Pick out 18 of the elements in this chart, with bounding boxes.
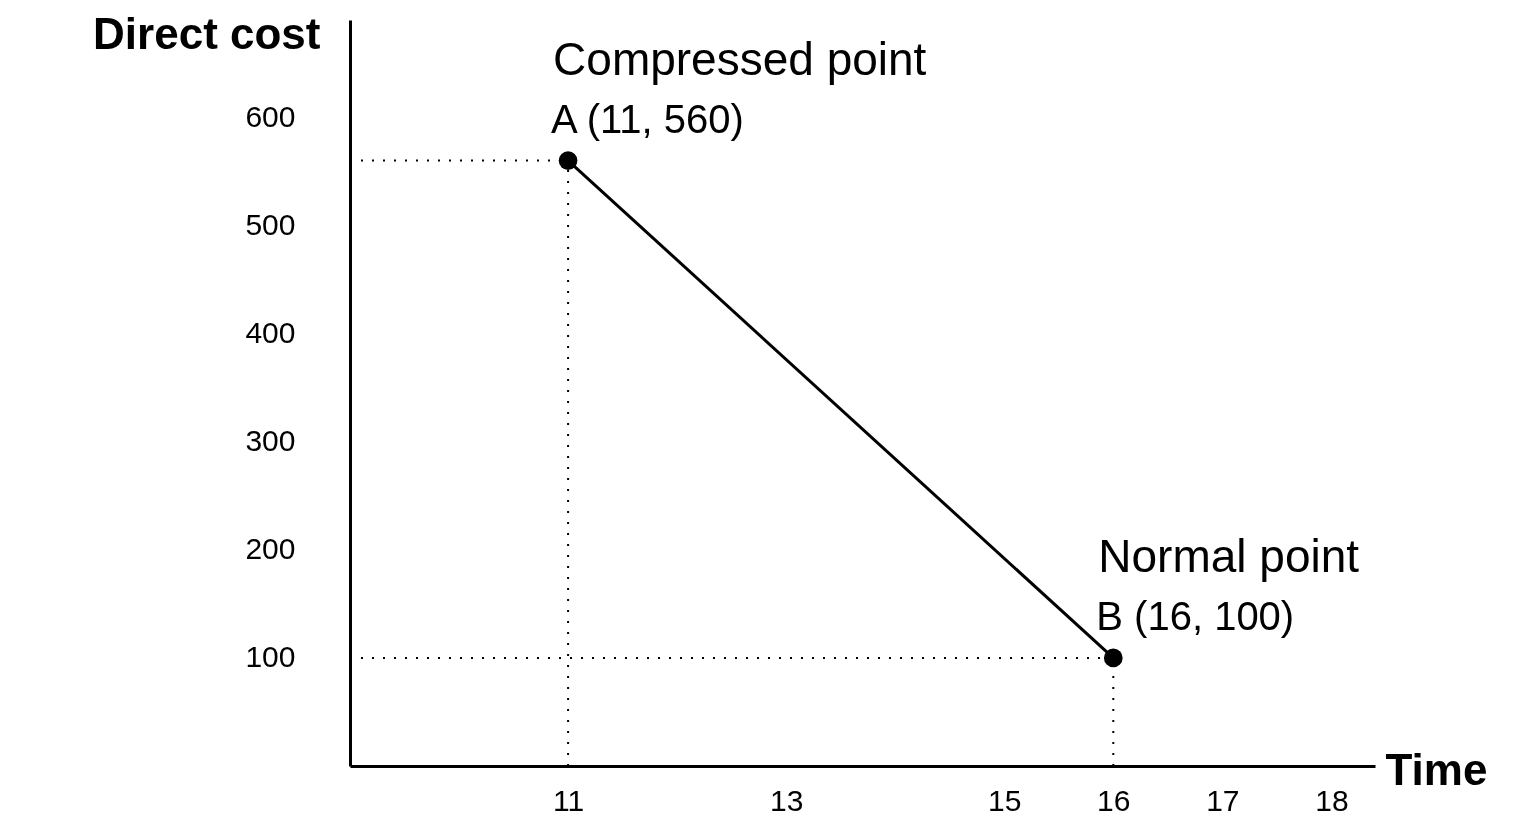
x-tick-label: 11 <box>553 783 585 817</box>
y-tick-label: 500 <box>245 207 296 241</box>
x-tick-label: 18 <box>1315 783 1349 817</box>
y-tick-label: 600 <box>245 99 296 133</box>
annotation: Compressed point <box>553 32 927 85</box>
x-tick-label: 13 <box>769 783 804 817</box>
x-axis-title: Time <box>1385 744 1488 794</box>
y-tick-label: 400 <box>245 316 296 350</box>
annotation: Normal point <box>1098 529 1360 582</box>
annotation: A (11, 560) <box>551 96 744 141</box>
y-tick-label: 300 <box>245 424 296 458</box>
y-tick-label: 200 <box>245 532 296 566</box>
x-tick-label: 15 <box>988 783 1022 817</box>
x-tick-label: 17 <box>1206 783 1240 817</box>
x-tick-label: 16 <box>1097 783 1131 817</box>
annotation: B (16, 100) <box>1096 593 1295 638</box>
y-axis-title: Direct cost <box>93 8 321 58</box>
y-tick-label: 100 <box>245 640 296 674</box>
